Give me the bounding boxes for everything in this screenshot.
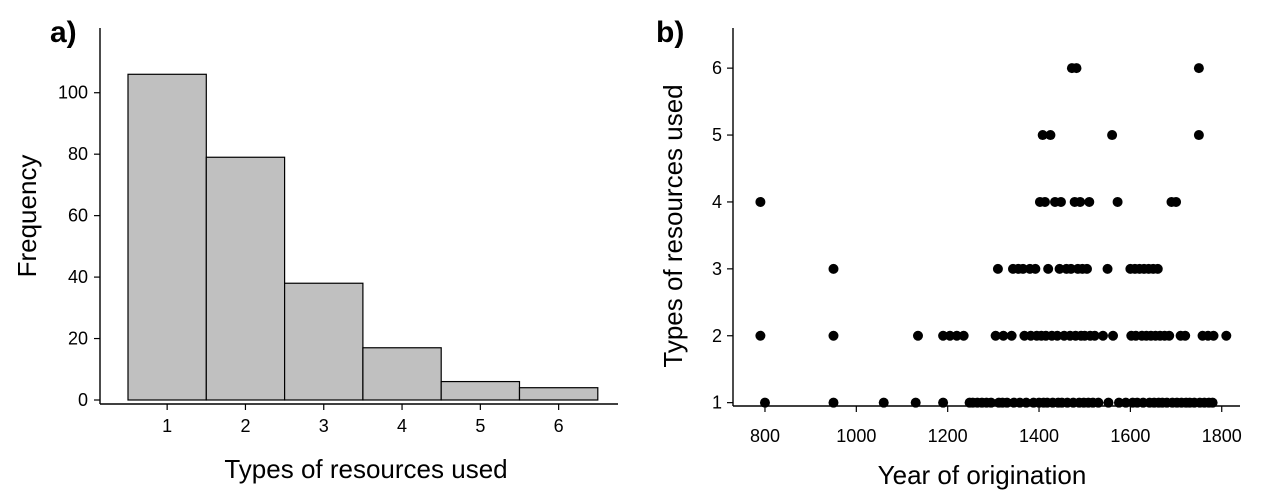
bar-2 [205,156,286,401]
data-point [938,330,949,341]
data-point [1037,130,1048,141]
x-tick-label: 3 [319,416,329,436]
data-point [1081,263,1092,274]
data-point [1193,63,1204,74]
data-point [1054,263,1065,274]
y-tick-group: 0 20 40 60 80 100 [58,83,100,410]
x-tick-label: 1400 [1019,426,1059,446]
bar-4 [362,347,442,401]
x-tick-label: 800 [750,426,780,446]
data-point [1193,130,1204,141]
y-tick-label: 3 [712,259,722,279]
y-tick-label: 20 [68,329,88,349]
x-tick-label: 1200 [928,426,968,446]
data-point [1097,330,1108,341]
data-point [1103,397,1114,408]
data-point [878,397,889,408]
data-point [1113,397,1124,408]
point-group [755,63,1232,408]
data-point [1208,330,1219,341]
data-point [986,397,997,408]
x-tick-group: 1 2 3 4 5 6 [162,404,564,436]
data-point [910,397,921,408]
x-tick-group: 800 1000 1200 1400 1600 1800 [750,406,1242,446]
data-point [1055,196,1066,207]
panel-b-scatter: b) 800 1000 1200 1400 1600 1800 1 2 3 4 5 6 Year o… [656,16,1242,490]
data-point [1120,397,1131,408]
y-tick-label: 100 [58,83,88,103]
y-tick-label: 0 [78,390,88,410]
data-point [828,263,839,274]
data-point [1084,196,1095,207]
data-point [1221,330,1232,341]
data-point [912,330,923,341]
y-tick-label: 1 [712,393,722,413]
data-point [1108,330,1119,341]
data-point [755,196,766,207]
data-point [944,330,955,341]
data-point [1006,330,1017,341]
data-point [1030,263,1041,274]
data-point [1066,263,1076,274]
data-point [1018,263,1029,274]
bar-1 [127,73,207,401]
panel-a-label: a) [50,16,77,49]
bar-3 [284,282,364,401]
x-tick-label: 5 [475,416,485,436]
data-point [1102,263,1113,274]
x-tick-label: 2 [240,416,250,436]
data-point [958,330,969,341]
x-axis-title: Types of resources used [224,454,507,484]
bar-group [127,73,599,401]
data-point [1107,130,1118,141]
y-tick-label: 80 [68,144,88,164]
panel-a-histogram: a) 1 2 3 4 5 6 0 20 40 60 80 100 Types of resource… [12,16,618,484]
data-point [1039,196,1050,207]
data-point [1045,130,1056,141]
x-axis-title: Year of origination [878,460,1087,490]
y-tick-group: 1 2 3 4 5 6 [712,58,733,413]
bar-6 [518,387,599,401]
data-point [755,330,766,341]
y-tick-label: 4 [712,192,722,212]
y-tick-label: 6 [712,58,722,78]
y-tick-label: 2 [712,326,722,346]
data-point [1002,397,1013,408]
data-point [828,330,839,341]
y-axis-title: Types of resources used [658,84,688,367]
data-point [1052,330,1063,341]
data-point [1093,397,1104,408]
data-point [1171,196,1182,207]
data-point [1112,196,1123,207]
data-point [938,397,949,408]
data-point [828,397,839,408]
data-point [1071,63,1082,74]
x-tick-label: 1000 [836,426,876,446]
x-tick-label: 1800 [1202,426,1242,446]
panel-b-label: b) [656,16,684,49]
data-point [1021,397,1032,408]
data-point [759,397,770,408]
data-point [1180,330,1191,341]
y-tick-label: 40 [68,267,88,287]
x-tick-label: 4 [397,416,407,436]
data-point [998,330,1009,341]
data-point [1043,263,1054,274]
x-tick-label: 6 [554,416,564,436]
data-point [990,330,1001,341]
data-point [1152,263,1163,274]
data-point [1089,330,1100,341]
y-axis-title: Frequency [12,155,42,278]
y-tick-label: 5 [712,125,722,145]
data-point [1075,196,1086,207]
data-point [1207,397,1218,408]
data-point [1164,330,1175,341]
data-point [992,263,1003,274]
bar-5 [440,380,521,401]
x-tick-label: 1 [162,416,172,436]
x-tick-label: 1600 [1110,426,1150,446]
data-point [951,330,962,341]
y-tick-label: 60 [68,206,88,226]
